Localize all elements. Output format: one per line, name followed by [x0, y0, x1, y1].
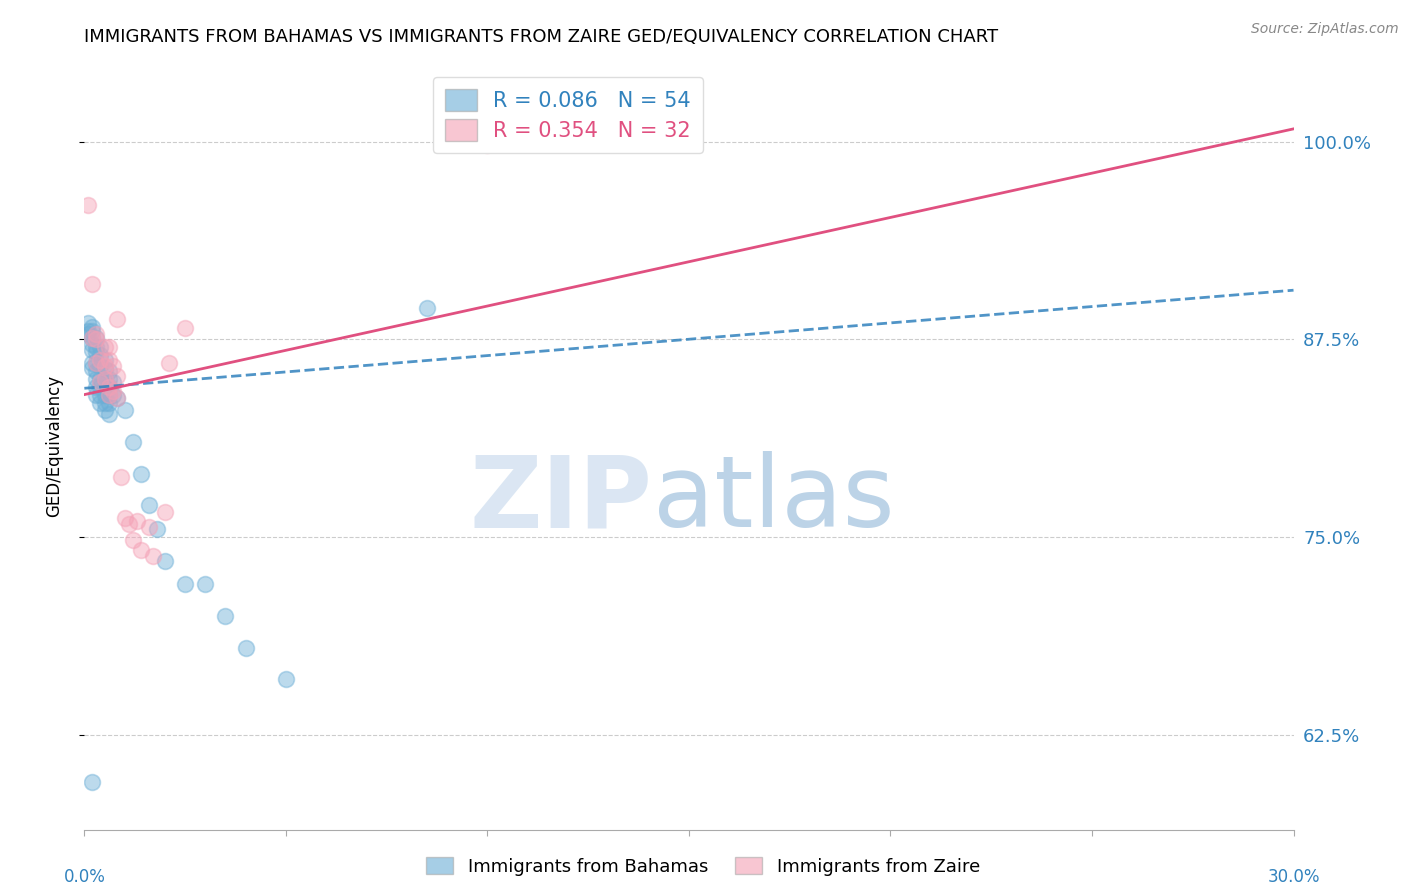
Point — [477, 137, 499, 152]
Point — [82, 331, 104, 345]
Point — [86, 372, 108, 386]
Legend: Immigrants from Bahamas, Immigrants from Zaire: Immigrants from Bahamas, Immigrants from… — [419, 850, 987, 883]
Point — [93, 403, 115, 417]
Point — [93, 352, 115, 367]
Point — [174, 321, 197, 335]
Point — [105, 391, 128, 405]
Point — [89, 348, 111, 362]
Point — [89, 340, 111, 354]
Point — [97, 387, 120, 401]
Point — [138, 498, 160, 512]
Point — [93, 372, 115, 386]
Point — [82, 337, 104, 351]
Point — [118, 517, 141, 532]
Point — [97, 372, 120, 386]
Point — [97, 407, 120, 421]
Point — [138, 520, 160, 534]
Point — [101, 359, 124, 373]
Point — [93, 372, 115, 386]
Legend: R = 0.086   N = 54, R = 0.354   N = 32: R = 0.086 N = 54, R = 0.354 N = 32 — [433, 77, 703, 153]
Point — [89, 372, 111, 386]
Point — [416, 301, 439, 315]
Point — [129, 542, 152, 557]
Text: IMMIGRANTS FROM BAHAMAS VS IMMIGRANTS FROM ZAIRE GED/EQUIVALENCY CORRELATION CHA: IMMIGRANTS FROM BAHAMAS VS IMMIGRANTS FR… — [84, 28, 998, 45]
Point — [93, 359, 115, 373]
Point — [157, 356, 180, 370]
Point — [86, 331, 108, 345]
Point — [77, 327, 100, 342]
Point — [82, 343, 104, 358]
Point — [146, 522, 169, 536]
Point — [86, 327, 108, 342]
Point — [97, 395, 120, 409]
Point — [77, 317, 100, 331]
Point — [235, 640, 257, 655]
Y-axis label: GED/Equivalency: GED/Equivalency — [45, 375, 63, 517]
Point — [86, 380, 108, 394]
Point — [82, 319, 104, 334]
Point — [114, 511, 136, 525]
Point — [82, 356, 104, 370]
Point — [89, 359, 111, 373]
Point — [82, 324, 104, 338]
Point — [125, 514, 148, 528]
Point — [93, 395, 115, 409]
Point — [86, 356, 108, 370]
Point — [97, 380, 120, 394]
Point — [101, 375, 124, 389]
Point — [105, 391, 128, 405]
Point — [105, 368, 128, 383]
Point — [86, 340, 108, 354]
Point — [97, 364, 120, 378]
Point — [82, 360, 104, 375]
Point — [121, 533, 143, 548]
Point — [89, 395, 111, 409]
Point — [89, 380, 111, 394]
Point — [97, 352, 120, 367]
Point — [77, 198, 100, 212]
Text: Source: ZipAtlas.com: Source: ZipAtlas.com — [1251, 22, 1399, 37]
Point — [86, 356, 108, 370]
Point — [110, 470, 132, 484]
Point — [121, 435, 143, 450]
Point — [93, 380, 115, 394]
Point — [214, 609, 236, 624]
Point — [153, 505, 176, 519]
Point — [97, 340, 120, 354]
Point — [82, 775, 104, 789]
Text: atlas: atlas — [652, 451, 894, 549]
Point — [142, 549, 165, 563]
Point — [105, 311, 128, 326]
Point — [153, 554, 176, 568]
Point — [97, 387, 120, 401]
Point — [89, 375, 111, 389]
Point — [89, 352, 111, 367]
Point — [97, 380, 120, 394]
Text: ZIP: ZIP — [470, 451, 652, 549]
Text: 30.0%: 30.0% — [1267, 869, 1320, 887]
Point — [93, 387, 115, 401]
Point — [86, 332, 108, 346]
Point — [101, 387, 124, 401]
Point — [86, 344, 108, 359]
Point — [93, 362, 115, 376]
Point — [86, 387, 108, 401]
Point — [82, 331, 104, 345]
Point — [174, 577, 197, 591]
Point — [89, 387, 111, 401]
Point — [274, 673, 297, 687]
Text: 0.0%: 0.0% — [63, 869, 105, 887]
Point — [82, 277, 104, 291]
Point — [77, 324, 100, 338]
Point — [93, 340, 115, 354]
Point — [114, 403, 136, 417]
Point — [129, 467, 152, 481]
Point — [101, 384, 124, 399]
Point — [194, 577, 217, 591]
Point — [86, 364, 108, 378]
